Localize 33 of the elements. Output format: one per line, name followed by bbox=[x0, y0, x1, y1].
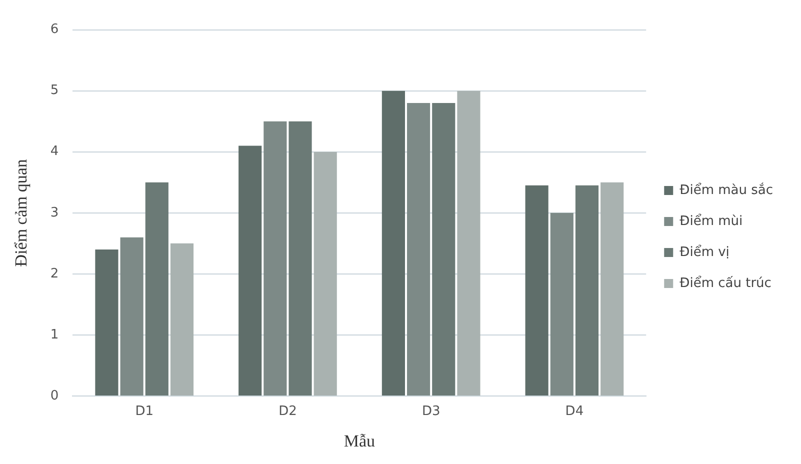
y-tick-label: 3 bbox=[50, 205, 59, 220]
x-tick-label: D1 bbox=[135, 404, 154, 420]
bar bbox=[238, 146, 262, 396]
bar bbox=[170, 243, 194, 396]
bar bbox=[550, 212, 574, 396]
bar bbox=[120, 237, 144, 396]
bar bbox=[288, 121, 312, 396]
y-tick-label: 0 bbox=[50, 388, 59, 404]
bar bbox=[264, 121, 287, 396]
y-tick-label: 4 bbox=[50, 144, 59, 160]
bar bbox=[525, 185, 548, 396]
legend-label: Điểm vị bbox=[680, 244, 730, 260]
x-tick-label: D4 bbox=[565, 404, 584, 420]
x-tick-label: D2 bbox=[278, 404, 297, 420]
x-axis-title: Mẫu bbox=[344, 431, 376, 450]
legend-label: Điểm cấu trúc bbox=[680, 274, 772, 291]
bar bbox=[407, 103, 430, 396]
legend-label: Điểm màu sắc bbox=[680, 182, 774, 198]
y-axis-title: Điểm cảm quan bbox=[12, 158, 31, 267]
bar bbox=[145, 182, 168, 396]
bar bbox=[457, 90, 480, 396]
bar bbox=[382, 90, 405, 396]
bar bbox=[575, 185, 599, 396]
bar bbox=[314, 152, 337, 396]
x-tick-label: D3 bbox=[422, 404, 440, 420]
bar bbox=[432, 103, 456, 396]
bar bbox=[95, 250, 118, 396]
y-tick-label: 1 bbox=[50, 327, 59, 342]
y-tick-label: 2 bbox=[50, 266, 59, 282]
bar bbox=[600, 182, 624, 396]
y-tick-label: 6 bbox=[50, 22, 59, 38]
y-tick-label: 5 bbox=[50, 83, 59, 98]
legend-label: Điểm mùi bbox=[680, 212, 743, 229]
